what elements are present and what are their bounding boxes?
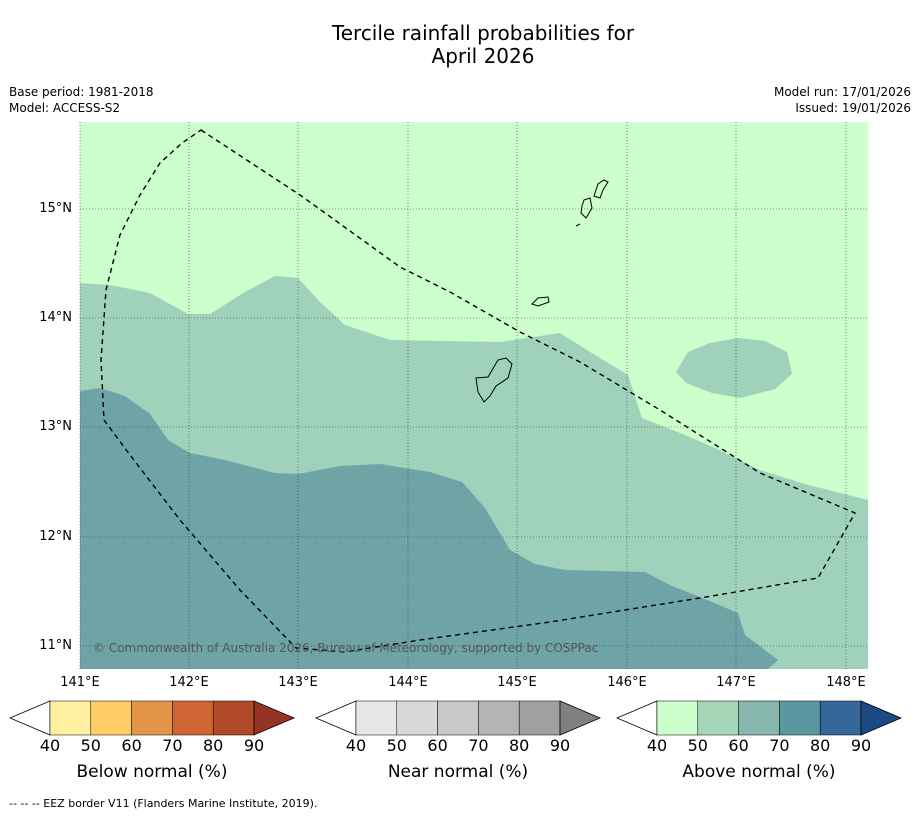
lon-label-145e: 145°E bbox=[497, 675, 537, 690]
colorbar-tick-near-normal-60: 60 bbox=[427, 736, 448, 755]
model-name: Model: ACCESS-S2 bbox=[9, 101, 121, 115]
colorbar-segment-70 bbox=[172, 700, 214, 736]
colorbar-tick-near-normal-80: 80 bbox=[509, 736, 530, 755]
colorbar-tick-near-normal-50: 50 bbox=[386, 736, 407, 755]
chart-title: Tercile rainfall probabilities for April… bbox=[0, 22, 919, 68]
island-rota bbox=[531, 296, 550, 307]
colorbar-tick-below-normal-80: 80 bbox=[203, 736, 224, 755]
title-line-2: April 2026 bbox=[431, 44, 535, 68]
island-saipan bbox=[593, 179, 609, 199]
colorbar-below-normal bbox=[8, 700, 296, 736]
band-50-60-east bbox=[676, 338, 792, 398]
colorbar-above-normal bbox=[615, 700, 903, 736]
colorbar-segment-60 bbox=[738, 700, 780, 736]
metadata-left: Base period: 1981-2018 Model: ACCESS-S2 bbox=[9, 84, 154, 116]
colorbar-segment-50 bbox=[90, 700, 132, 736]
lat-label-15n: 15°N bbox=[39, 201, 72, 216]
lon-label-141e: 141°E bbox=[60, 675, 100, 690]
colorbar-segment-60 bbox=[437, 700, 479, 736]
colorbar-tick-above-normal-90: 90 bbox=[850, 736, 872, 755]
colorbar-tick-above-normal-50: 50 bbox=[687, 736, 708, 755]
grid-lines bbox=[79, 122, 868, 669]
eez-border bbox=[100, 129, 856, 653]
map-credit: © Commonwealth of Australia 2026, Bureau… bbox=[93, 641, 599, 655]
lon-label-146e: 146°E bbox=[607, 675, 647, 690]
lon-label-143e: 143°E bbox=[278, 675, 318, 690]
colorbar-tick-near-normal-70: 70 bbox=[468, 736, 489, 755]
metadata-right: Model run: 17/01/2026 Issued: 19/01/2026 bbox=[774, 84, 911, 116]
colorbar-title-below-normal: Below normal (%) bbox=[76, 762, 228, 782]
lat-label-12n: 12°N bbox=[39, 529, 72, 544]
colorbar-tick-near-normal-40: 40 bbox=[345, 736, 367, 755]
model-run-date: Model run: 17/01/2026 bbox=[773, 85, 911, 99]
colorbar-near-normal bbox=[314, 700, 602, 736]
colorbar-segment-50 bbox=[697, 700, 739, 736]
island-tinian bbox=[580, 197, 593, 219]
colorbar-tick-below-normal-60: 60 bbox=[121, 736, 142, 755]
base-period: Base period: 1981-2018 bbox=[9, 85, 154, 99]
colorbar-tick-above-normal-70: 70 bbox=[769, 736, 790, 755]
colorbar-extend-low bbox=[8, 700, 51, 736]
lon-label-144e: 144°E bbox=[388, 675, 428, 690]
colorbar-extend-low bbox=[615, 700, 658, 736]
islands bbox=[475, 179, 609, 403]
colorbar-title-near-normal: Near normal (%) bbox=[387, 762, 529, 782]
colorbar-segment-80 bbox=[212, 700, 255, 736]
colorbar-tick-below-normal-70: 70 bbox=[162, 736, 183, 755]
lat-label-13n: 13°N bbox=[39, 419, 72, 434]
colorbar-segment-40 bbox=[49, 700, 92, 736]
colorbar-extend-high bbox=[253, 700, 296, 736]
colorbar-segment-80 bbox=[819, 700, 862, 736]
colorbar-segment-70 bbox=[478, 700, 520, 736]
colorbar-tick-below-normal-90: 90 bbox=[243, 736, 265, 755]
colorbar-tick-below-normal-50: 50 bbox=[80, 736, 101, 755]
colorbar-segment-60 bbox=[131, 700, 173, 736]
lon-label-148e: 148°E bbox=[826, 675, 866, 690]
colorbar-tick-near-normal-90: 90 bbox=[549, 736, 571, 755]
lon-label-147e: 147°E bbox=[716, 675, 756, 690]
lon-label-142e: 142°E bbox=[169, 675, 209, 690]
colorbar-extend-high bbox=[860, 700, 903, 736]
issued-date: Issued: 19/01/2026 bbox=[795, 101, 911, 115]
island-aguijan bbox=[575, 223, 581, 227]
colorbar-tick-above-normal-60: 60 bbox=[728, 736, 749, 755]
title-line-1: Tercile rainfall probabilities for bbox=[331, 21, 635, 45]
colorbar-segment-50 bbox=[396, 700, 438, 736]
colorbar-tick-above-normal-40: 40 bbox=[646, 736, 668, 755]
colorbar-segment-80 bbox=[518, 700, 561, 736]
colorbar-segment-40 bbox=[656, 700, 699, 736]
band-60-70 bbox=[80, 388, 778, 669]
colorbar-extend-low bbox=[314, 700, 357, 736]
eez-footnote: -- -- -- EEZ border V11 (Flanders Marine… bbox=[9, 797, 318, 810]
lat-label-11n: 11°N bbox=[39, 638, 72, 653]
colorbar-extend-high bbox=[559, 700, 602, 736]
colorbar-tick-above-normal-80: 80 bbox=[810, 736, 831, 755]
island-guam bbox=[475, 357, 513, 403]
colorbar-segment-40 bbox=[355, 700, 398, 736]
colorbar-title-above-normal: Above normal (%) bbox=[682, 762, 836, 782]
lat-label-14n: 14°N bbox=[39, 310, 72, 325]
colorbar-tick-below-normal-40: 40 bbox=[39, 736, 61, 755]
colorbar-segment-70 bbox=[779, 700, 821, 736]
